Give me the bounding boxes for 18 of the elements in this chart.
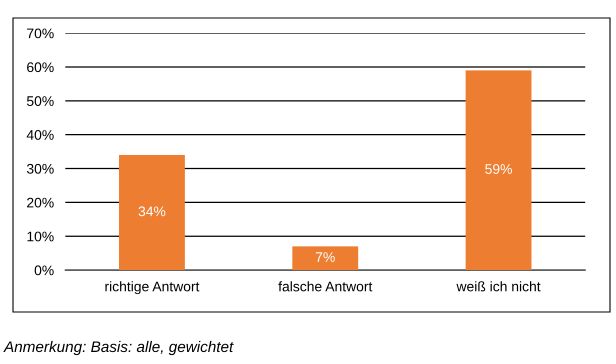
x-tick-label: richtige Antwort	[105, 281, 200, 294]
text: Anmerkung: Basis: alle, gewichtet	[3, 340, 234, 356]
data-label: 7%	[316, 252, 335, 262]
x-tick-label: falsche Antwort	[278, 281, 372, 292]
bar	[466, 70, 532, 270]
data-label: 59%	[485, 164, 512, 174]
y-tick-label: 60%	[27, 62, 54, 72]
y-tick-label: 40%	[26, 130, 54, 140]
y-tick-label: 30%	[26, 164, 54, 174]
y-tick-label: 0%	[34, 265, 54, 276]
data-label: 34%	[138, 206, 166, 216]
x-tick-label: weiß ich nicht	[456, 281, 541, 292]
bar	[119, 154, 185, 270]
y-tick-label: 50%	[26, 96, 54, 106]
bar	[292, 246, 358, 270]
y-tick-label: 70%	[27, 28, 54, 38]
y-tick-label: 10%	[27, 232, 54, 242]
y-tick-label: 20%	[27, 198, 54, 208]
